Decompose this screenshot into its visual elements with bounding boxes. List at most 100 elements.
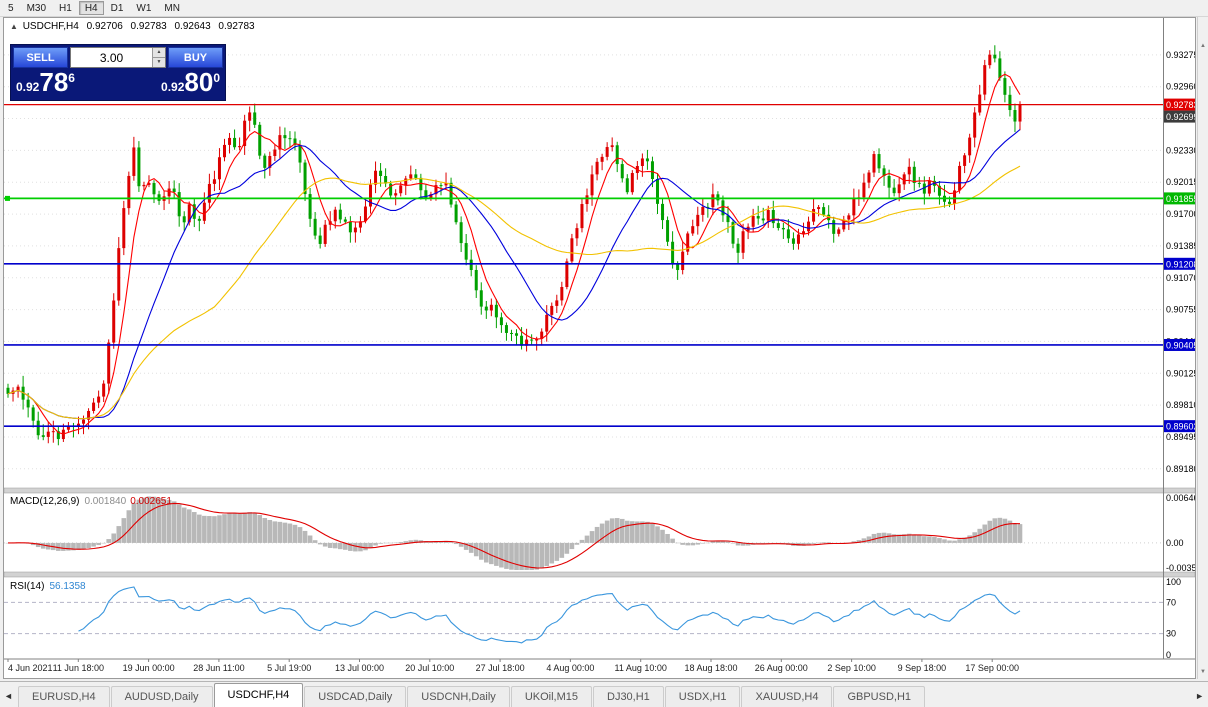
timeframe-button-MN[interactable]: MN: [158, 1, 186, 15]
pane-separator-1[interactable]: [4, 487, 1195, 494]
macd-bar: [468, 542, 474, 553]
price-badge: [1164, 257, 1195, 270]
tab-AUDUSD-Daily[interactable]: AUDUSD,Daily: [110, 686, 213, 707]
candle-body: [248, 112, 252, 121]
macd-main-value: 0.001840: [84, 496, 127, 507]
timeframe-button-D1[interactable]: D1: [105, 1, 130, 15]
candle-body: [238, 146, 242, 148]
tab-UKOil-M15[interactable]: UKOil,M15: [510, 686, 592, 707]
buy-button[interactable]: BUY: [168, 47, 223, 68]
candle-body: [701, 206, 705, 215]
candle-body: [671, 241, 675, 264]
candle-body: [771, 210, 775, 224]
macd-bar: [458, 542, 464, 547]
volume-decrease-icon[interactable]: ▼: [153, 57, 165, 67]
macd-bar: [675, 542, 680, 544]
scroll-down-icon[interactable]: ▼: [1200, 669, 1206, 675]
macd-bar: [111, 533, 117, 543]
tab-USDCHF-H4[interactable]: USDCHF,H4: [213, 683, 304, 707]
macd-bar: [584, 535, 590, 543]
candle-body: [268, 156, 272, 168]
candle-body: [253, 112, 257, 125]
candle-body: [464, 243, 468, 260]
candle-body: [212, 179, 216, 184]
macd-bar: [665, 533, 670, 543]
macd-bar: [292, 524, 298, 543]
timeframe-button-H4[interactable]: H4: [78, 1, 104, 15]
buy-price[interactable]: 0.92800: [161, 69, 220, 96]
scroll-up-icon[interactable]: ▲: [1200, 43, 1206, 49]
timeframe-button-5[interactable]: 5: [2, 1, 20, 15]
tabs-scroll-left-icon[interactable]: ◄: [4, 691, 13, 701]
vertical-scrollbar[interactable]: ▲ ▼: [1197, 17, 1208, 679]
price-chart[interactable]: 0.932750.929600.926450.923300.920150.917…: [4, 18, 1195, 678]
price-badge: [1164, 192, 1195, 205]
macd-bar: [901, 534, 907, 543]
tab-EURUSD-H4[interactable]: EURUSD,H4: [18, 686, 110, 707]
macd-bar: [247, 512, 252, 543]
macd-bar: [866, 536, 872, 543]
volume-increase-icon[interactable]: ▲: [153, 48, 165, 57]
macd-bar: [332, 542, 338, 549]
price-badge: [1164, 420, 1195, 433]
candle-body: [494, 304, 498, 318]
tab-USDCAD-Daily[interactable]: USDCAD,Daily: [304, 686, 407, 707]
sell-price[interactable]: 0.92786: [16, 69, 75, 96]
macd-bar: [197, 514, 202, 543]
candle-body: [429, 194, 433, 199]
macd-bar: [534, 542, 539, 570]
candle-body: [363, 206, 367, 222]
tab-USDX-H1[interactable]: USDX,H1: [664, 686, 741, 707]
macd-bar: [453, 542, 459, 545]
macd-bar: [720, 540, 726, 543]
candle-body: [711, 194, 715, 208]
timeframe-button-H1[interactable]: H1: [53, 1, 78, 15]
macd-bar: [806, 542, 811, 546]
sell-button[interactable]: SELL: [13, 47, 68, 68]
candle-body: [776, 223, 780, 228]
candle-body: [177, 192, 181, 217]
candle-body: [152, 183, 156, 195]
candle-body: [822, 207, 826, 215]
macd-bar: [126, 510, 132, 543]
volume-value[interactable]: 3.00: [99, 50, 124, 65]
candle-body: [766, 210, 770, 221]
macd-bar: [992, 518, 998, 543]
volume-stepper[interactable]: 3.00 ▲ ▼: [70, 47, 166, 68]
macd-bar: [478, 542, 484, 560]
candle-body: [293, 138, 297, 145]
macd-axis-label: 0.00: [1166, 538, 1184, 548]
tab-XAUUSD-H4[interactable]: XAUUSD,H4: [741, 686, 833, 707]
pane-separator-2[interactable]: [4, 571, 1195, 578]
price-axis-label: 0.90755: [1166, 305, 1195, 315]
macd-bar: [56, 542, 61, 551]
candle-body: [132, 147, 136, 176]
quote-high: 0.92783: [130, 21, 167, 32]
macd-bar: [166, 499, 172, 543]
tab-GBPUSD-H1[interactable]: GBPUSD,H1: [833, 686, 926, 707]
macd-bar: [232, 513, 237, 543]
candle-body: [167, 188, 171, 197]
macd-signal-line: [8, 502, 1021, 569]
candle-body: [892, 187, 896, 194]
tabs-scroll-right-icon[interactable]: ►: [1195, 691, 1204, 701]
tab-USDCNH-Daily[interactable]: USDCNH,Daily: [407, 686, 510, 707]
candle-body: [902, 174, 906, 185]
macd-bar: [886, 533, 892, 543]
macd-bar: [317, 542, 323, 545]
line-anchor-marker[interactable]: [5, 195, 10, 201]
buy-price-prefix: 0.92: [161, 80, 185, 94]
candle-body: [112, 300, 116, 343]
candle-body: [384, 176, 388, 184]
macd-indicator-label: MACD(12,26,9) 0.001840 0.002651: [10, 496, 172, 507]
timeframe-button-W1[interactable]: W1: [130, 1, 157, 15]
macd-signal-value: 0.002651: [130, 496, 172, 507]
macd-bar: [101, 542, 106, 544]
collapse-indicator-icon[interactable]: ▲: [10, 22, 18, 31]
tab-DJ30-H1[interactable]: DJ30,H1: [593, 686, 664, 707]
candle-body: [691, 226, 695, 234]
macd-bar: [489, 542, 494, 565]
timeframe-button-M30[interactable]: M30: [21, 1, 52, 15]
